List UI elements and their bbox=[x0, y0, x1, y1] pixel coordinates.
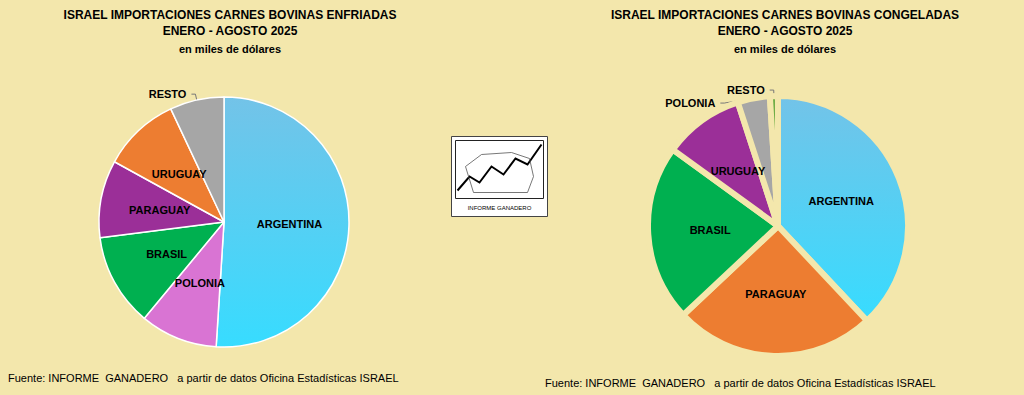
svg-text:ARGENTINA: ARGENTINA bbox=[809, 195, 874, 207]
svg-text:Fuente: INFORME GANADERO a: Fuente: INFORME GANADERO a partir de dat… bbox=[545, 377, 936, 389]
svg-text:URUGUAY: URUGUAY bbox=[152, 168, 207, 180]
svg-text:en miles de dólares: en miles de dólares bbox=[179, 43, 281, 55]
svg-text:ARGENTINA: ARGENTINA bbox=[257, 218, 322, 230]
svg-text:PARAGUAY: PARAGUAY bbox=[129, 204, 191, 216]
svg-text:PARAGUAY: PARAGUAY bbox=[745, 288, 807, 300]
svg-text:RESTO: RESTO bbox=[149, 88, 187, 100]
svg-text:BRASIL: BRASIL bbox=[146, 248, 187, 260]
svg-text:ISRAEL IMPORTACIONES CARNES BO: ISRAEL IMPORTACIONES CARNES BOVINAS ENFR… bbox=[64, 8, 397, 22]
svg-text:ENERO - AGOSTO 2025: ENERO - AGOSTO 2025 bbox=[163, 24, 298, 38]
svg-text:URUGUAY: URUGUAY bbox=[711, 165, 766, 177]
svg-text:en miles de dólares: en miles de dólares bbox=[734, 43, 836, 55]
svg-text:POLONIA: POLONIA bbox=[665, 97, 715, 109]
svg-text:INFORME GANADERO: INFORME GANADERO bbox=[468, 205, 532, 211]
svg-text:Fuente: INFORME GANADERO a: Fuente: INFORME GANADERO a partir de dat… bbox=[8, 372, 399, 384]
svg-text:ISRAEL IMPORTACIONES CARNES BO: ISRAEL IMPORTACIONES CARNES BOVINAS CONG… bbox=[611, 8, 959, 22]
svg-text:RESTO: RESTO bbox=[727, 84, 765, 96]
svg-text:ENERO - AGOSTO 2025: ENERO - AGOSTO 2025 bbox=[718, 24, 853, 38]
svg-text:BRASIL: BRASIL bbox=[690, 224, 731, 236]
svg-text:POLONIA: POLONIA bbox=[175, 277, 225, 289]
